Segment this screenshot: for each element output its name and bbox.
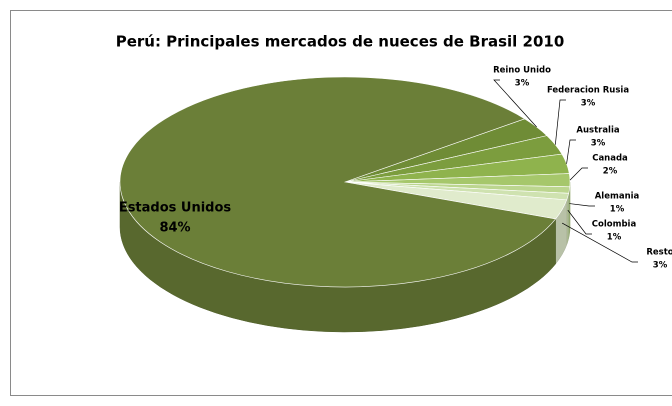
- chart-title: Perú: Principales mercados de nueces de …: [116, 33, 565, 51]
- data-label-value: 1%: [607, 233, 622, 243]
- data-label-name: Australia: [576, 126, 620, 136]
- data-label-value: 3%: [653, 261, 668, 271]
- data-label-value: 2%: [603, 167, 618, 177]
- data-label-value: 1%: [610, 205, 625, 215]
- leader-line: [567, 209, 592, 235]
- data-label-name: Alemania: [595, 192, 640, 202]
- data-label-name: Estados Unidos: [119, 201, 232, 216]
- data-label-name: Federacion Rusia: [547, 86, 629, 96]
- leader-line: [561, 222, 638, 263]
- data-label-name: Canada: [592, 154, 628, 164]
- leader-line: [569, 203, 595, 207]
- data-label-value: 3%: [515, 79, 530, 89]
- data-label-value: 3%: [581, 99, 596, 109]
- leader-line: [493, 79, 537, 128]
- slice: [119, 76, 557, 288]
- data-label-name: Reino Unido: [493, 66, 551, 76]
- slice-side: [566, 193, 569, 245]
- leader-line: [569, 167, 588, 181]
- leader-line: [554, 99, 566, 145]
- data-label-name: Colombia: [592, 220, 637, 230]
- data-label-value: 3%: [591, 139, 606, 149]
- leader-line: [566, 139, 576, 164]
- data-label-value: 84%: [159, 221, 190, 236]
- data-label-name: Resto: [646, 248, 672, 258]
